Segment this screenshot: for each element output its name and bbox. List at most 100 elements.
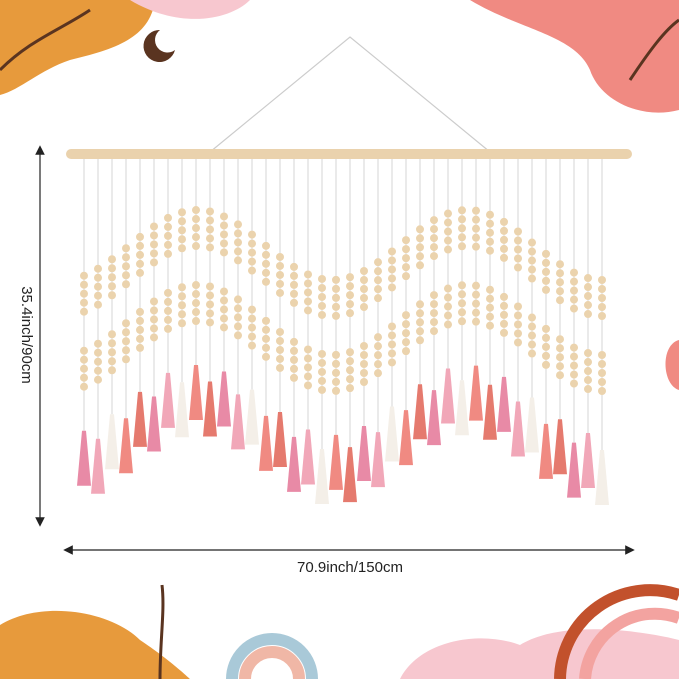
bead: [598, 275, 606, 284]
bead: [458, 281, 466, 290]
bead: [150, 297, 158, 306]
bead: [122, 346, 130, 355]
bead: [598, 386, 606, 395]
bead: [94, 375, 102, 384]
bead: [248, 323, 256, 332]
bead: [262, 277, 270, 286]
bead: [108, 255, 116, 264]
bead: [248, 332, 256, 341]
bead: [458, 206, 466, 215]
bead: [374, 276, 382, 285]
bead: [318, 367, 326, 376]
bead: [584, 274, 592, 283]
bead: [584, 292, 592, 301]
bead: [136, 232, 144, 241]
tassel: [301, 429, 315, 485]
bead: [164, 213, 172, 222]
bead: [444, 284, 452, 293]
bead: [556, 278, 564, 287]
bead: [108, 273, 116, 282]
bead: [458, 242, 466, 251]
tassel: [91, 438, 105, 494]
bead: [402, 236, 410, 245]
bead: [150, 249, 158, 258]
bead: [514, 302, 522, 311]
bead: [234, 331, 242, 340]
bead: [598, 284, 606, 293]
bead: [304, 345, 312, 354]
tassel: [287, 436, 301, 492]
tassel: [525, 397, 539, 453]
bead: [94, 291, 102, 300]
bead: [584, 367, 592, 376]
bead: [276, 336, 284, 345]
bead: [178, 226, 186, 235]
bead: [458, 299, 466, 308]
bead: [360, 351, 368, 360]
bead: [360, 342, 368, 351]
tassel: [497, 376, 511, 432]
bead: [374, 369, 382, 378]
bead: [416, 225, 424, 234]
bead: [332, 284, 340, 293]
bead: [206, 207, 214, 216]
bead: [346, 282, 354, 291]
bead: [374, 267, 382, 276]
bead: [206, 243, 214, 252]
bead: [360, 303, 368, 312]
bead: [248, 248, 256, 257]
bead: [262, 343, 270, 352]
macrame-strands: [77, 155, 609, 505]
bead: [416, 300, 424, 309]
bead: [262, 325, 270, 334]
bead: [108, 357, 116, 366]
bead: [556, 362, 564, 371]
bead: [444, 245, 452, 254]
bead: [178, 235, 186, 244]
bead: [570, 379, 578, 388]
bead: [150, 222, 158, 231]
bead: [514, 254, 522, 263]
bead: [388, 256, 396, 265]
bead: [304, 354, 312, 363]
bead: [206, 234, 214, 243]
bead: [108, 291, 116, 300]
bead: [528, 238, 536, 247]
bead: [374, 351, 382, 360]
bead: [458, 233, 466, 242]
bead: [262, 334, 270, 343]
bead: [528, 256, 536, 265]
tassel: [189, 365, 203, 421]
bead: [458, 215, 466, 224]
bead: [80, 364, 88, 373]
bead: [122, 328, 130, 337]
bead: [178, 310, 186, 319]
bead: [290, 262, 298, 271]
tassel: [371, 432, 385, 488]
bead: [304, 381, 312, 390]
tassel: [511, 401, 525, 457]
bead: [150, 258, 158, 267]
bead: [94, 348, 102, 357]
bead: [402, 320, 410, 329]
bead: [304, 288, 312, 297]
bead: [570, 352, 578, 361]
bead: [416, 252, 424, 261]
bead: [276, 354, 284, 363]
bead: [94, 300, 102, 309]
bead: [402, 245, 410, 254]
bead: [80, 355, 88, 364]
bead: [346, 384, 354, 393]
bead: [472, 206, 480, 215]
bead: [122, 280, 130, 289]
tassel: [483, 384, 497, 440]
bead: [304, 306, 312, 315]
bead: [206, 291, 214, 300]
bead: [108, 339, 116, 348]
tassel: [259, 415, 273, 471]
bead: [402, 338, 410, 347]
bead: [542, 258, 550, 267]
bead: [486, 294, 494, 303]
tassel: [231, 394, 245, 450]
bead: [290, 289, 298, 298]
